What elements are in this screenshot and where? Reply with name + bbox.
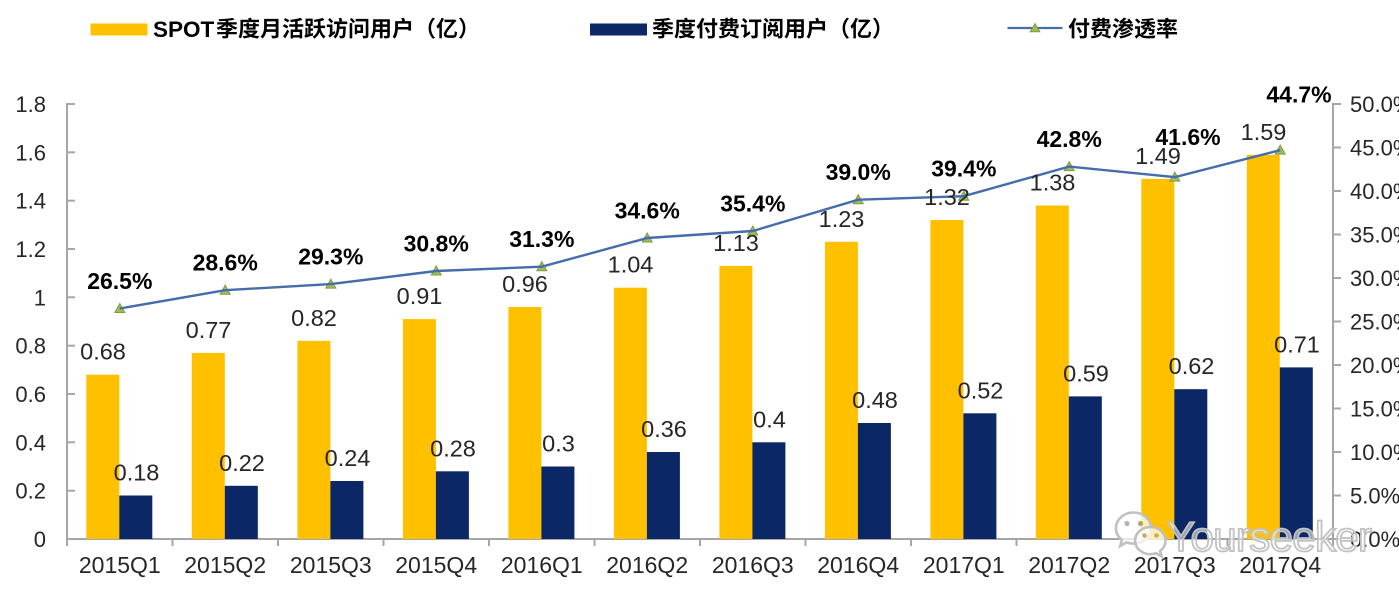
svg-text:29.3%: 29.3%: [298, 244, 363, 270]
svg-text:30.8%: 30.8%: [404, 231, 469, 257]
svg-text:20.0%: 20.0%: [1350, 353, 1399, 378]
svg-text:0.68: 0.68: [80, 339, 126, 365]
svg-text:1.32: 1.32: [924, 184, 970, 210]
svg-text:2015Q4: 2015Q4: [395, 552, 477, 578]
svg-text:0.59: 0.59: [1063, 360, 1109, 386]
svg-text:25.0%: 25.0%: [1350, 310, 1399, 335]
svg-text:0.0%: 0.0%: [1350, 527, 1399, 552]
svg-text:0.77: 0.77: [186, 317, 232, 343]
svg-text:0.18: 0.18: [114, 460, 160, 486]
svg-text:39.0%: 39.0%: [826, 159, 891, 185]
svg-text:0.28: 0.28: [430, 435, 476, 461]
svg-text:35.0%: 35.0%: [1350, 223, 1399, 248]
svg-text:1.04: 1.04: [608, 252, 654, 278]
svg-text:2015Q2: 2015Q2: [184, 552, 266, 578]
svg-text:0.22: 0.22: [219, 450, 265, 476]
svg-text:26.5%: 26.5%: [87, 268, 152, 294]
svg-text:0.52: 0.52: [958, 377, 1004, 403]
svg-text:41.6%: 41.6%: [1155, 124, 1220, 150]
svg-text:34.6%: 34.6%: [615, 198, 680, 224]
svg-text:44.7%: 44.7%: [1266, 82, 1331, 108]
svg-text:30.0%: 30.0%: [1350, 266, 1399, 291]
svg-text:Yourseeker: Yourseeker: [1167, 513, 1372, 560]
svg-text:15.0%: 15.0%: [1350, 397, 1399, 422]
svg-text:0.2: 0.2: [15, 479, 46, 504]
svg-text:39.4%: 39.4%: [931, 156, 996, 182]
svg-text:0.6: 0.6: [15, 382, 46, 407]
svg-text:1.13: 1.13: [713, 230, 759, 256]
svg-text:0.3: 0.3: [542, 431, 575, 457]
svg-text:0.96: 0.96: [502, 271, 548, 297]
svg-text:1.4: 1.4: [15, 189, 46, 214]
svg-text:2016Q3: 2016Q3: [712, 552, 794, 578]
svg-text:0: 0: [34, 527, 46, 552]
svg-text:0.62: 0.62: [1169, 353, 1215, 379]
svg-text:2016Q1: 2016Q1: [501, 552, 583, 578]
svg-text:2017Q3: 2017Q3: [1134, 552, 1216, 578]
svg-text:50.0%: 50.0%: [1350, 92, 1399, 117]
svg-text:0.82: 0.82: [291, 305, 337, 331]
svg-text:35.4%: 35.4%: [720, 191, 785, 217]
svg-text:2017Q2: 2017Q2: [1028, 552, 1110, 578]
svg-text:0.4: 0.4: [15, 430, 46, 455]
svg-text:1.23: 1.23: [819, 206, 865, 232]
svg-text:28.6%: 28.6%: [193, 250, 258, 276]
svg-text:1.2: 1.2: [15, 237, 46, 262]
svg-text:2017Q1: 2017Q1: [923, 552, 1005, 578]
svg-text:45.0%: 45.0%: [1350, 136, 1399, 161]
svg-text:10.0%: 10.0%: [1350, 440, 1399, 465]
svg-text:0.71: 0.71: [1274, 331, 1320, 357]
svg-text:2016Q2: 2016Q2: [606, 552, 688, 578]
svg-text:40.0%: 40.0%: [1350, 179, 1399, 204]
svg-text:0.36: 0.36: [641, 416, 687, 442]
svg-text:5.0%: 5.0%: [1350, 484, 1399, 509]
svg-text:0.8: 0.8: [15, 334, 46, 359]
svg-text:1.49: 1.49: [1135, 143, 1181, 169]
svg-text:1.8: 1.8: [15, 92, 46, 117]
svg-text:42.8%: 42.8%: [1037, 126, 1102, 152]
svg-text:0.4: 0.4: [753, 406, 786, 432]
svg-text:0.24: 0.24: [325, 445, 371, 471]
svg-text:1.6: 1.6: [15, 140, 46, 165]
svg-text:2016Q4: 2016Q4: [817, 552, 899, 578]
svg-text:2015Q1: 2015Q1: [79, 552, 161, 578]
svg-text:0.91: 0.91: [397, 283, 443, 309]
svg-text:1: 1: [34, 285, 46, 310]
svg-text:31.3%: 31.3%: [509, 226, 574, 252]
svg-text:2015Q3: 2015Q3: [290, 552, 372, 578]
svg-text:1.59: 1.59: [1241, 119, 1287, 145]
svg-text:SPOT: SPOT: [153, 17, 215, 42]
svg-text:1.38: 1.38: [1030, 170, 1076, 196]
svg-text:0.48: 0.48: [852, 387, 898, 413]
svg-text:2017Q4: 2017Q4: [1239, 552, 1321, 578]
